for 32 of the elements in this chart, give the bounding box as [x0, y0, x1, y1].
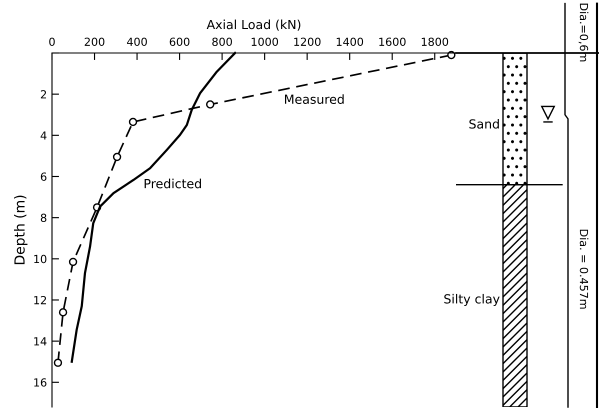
- point: [68, 258, 78, 266]
- x-tick-label: 1000: [252, 38, 278, 46]
- y-tick-label: 12: [34, 296, 46, 304]
- x-tick-label: 200: [84, 38, 104, 46]
- text: Sand: [469, 118, 499, 129]
- y-axis-title: Depth (m): [14, 196, 28, 264]
- y-tick-label: 14: [34, 337, 47, 346]
- text: Dia. = 0.457m: [580, 230, 588, 309]
- x-tick-label: 1400: [336, 38, 364, 46]
- annotation: Silty clay: [444, 294, 500, 306]
- y-tick-label: 4: [40, 131, 47, 140]
- point: [206, 100, 214, 109]
- x-tick-label: 400: [126, 38, 147, 46]
- y-tick-label: 2: [40, 90, 46, 98]
- point: [58, 308, 68, 316]
- x-tick-label: 1600: [379, 38, 406, 46]
- x-tick-label: 0: [49, 38, 55, 46]
- y-tick-label: 6: [40, 172, 46, 181]
- series-label: Measured: [284, 94, 344, 104]
- series-label: Predicted: [144, 178, 201, 188]
- text: Dia.=0,6m: [578, 4, 588, 62]
- x-tick-label: 600: [170, 38, 190, 46]
- y-tick-label: 8: [40, 214, 46, 222]
- x-tick-label: 1200: [294, 38, 321, 46]
- y-tick-label: 16: [34, 378, 46, 387]
- point: [54, 358, 62, 367]
- x-tick-label: 800: [212, 38, 232, 46]
- point: [128, 118, 138, 126]
- x-axis-title: Axial Load (kN): [206, 20, 300, 31]
- x-tick-label: 1800: [422, 38, 448, 46]
- y-tick-label: 10: [34, 254, 46, 264]
- point: [112, 152, 122, 162]
